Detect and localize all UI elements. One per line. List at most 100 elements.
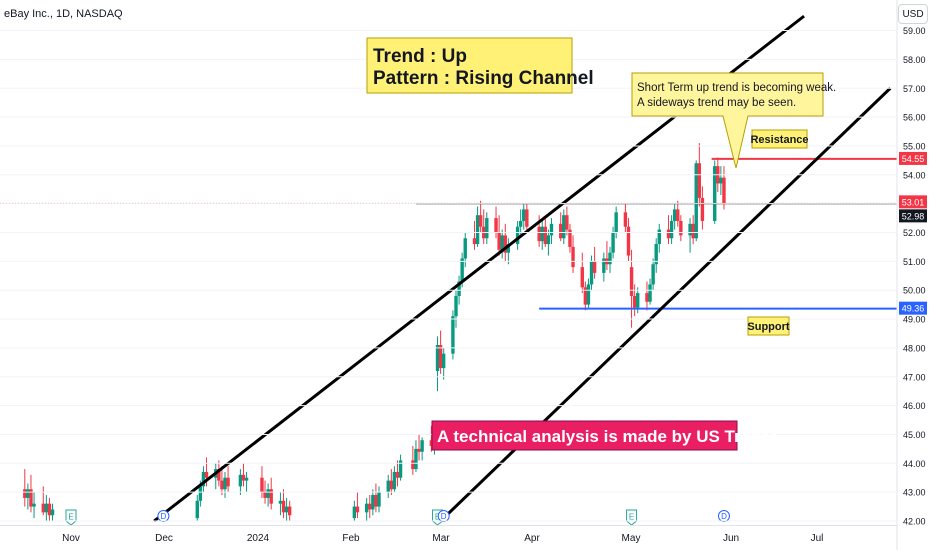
candle-body bbox=[26, 489, 30, 498]
candle-body bbox=[395, 471, 400, 478]
dividend-marker[interactable]: D bbox=[157, 510, 170, 522]
price-label-box bbox=[899, 209, 927, 223]
candle bbox=[386, 474, 390, 498]
candle bbox=[398, 454, 403, 481]
candle bbox=[497, 215, 501, 256]
candle-body bbox=[472, 238, 477, 245]
y-tick-label: 46.00 bbox=[903, 401, 926, 411]
candle-body bbox=[559, 223, 563, 239]
candle bbox=[525, 203, 529, 233]
candle-body bbox=[586, 284, 591, 305]
y-tick-label: 59.00 bbox=[903, 26, 926, 36]
y-tick-label: 44.00 bbox=[903, 459, 926, 469]
candle bbox=[411, 445, 415, 475]
candle-body bbox=[371, 495, 375, 510]
candle-body bbox=[411, 460, 415, 470]
candle bbox=[429, 425, 434, 452]
candle-body bbox=[657, 229, 661, 245]
candle-body bbox=[654, 244, 658, 265]
candle bbox=[546, 229, 551, 256]
candle-body bbox=[355, 506, 360, 513]
candle-body bbox=[500, 235, 504, 250]
candle bbox=[392, 466, 397, 493]
credit-banner: A technical analysis is made by US Trade… bbox=[431, 420, 780, 451]
candle-body bbox=[583, 287, 588, 305]
credit-banner-text: A technical analysis is made by US Trade… bbox=[437, 427, 780, 446]
candle-body bbox=[651, 264, 655, 285]
candle-body bbox=[374, 495, 378, 507]
credit-banner-box bbox=[431, 420, 738, 451]
candle-body bbox=[543, 226, 548, 245]
candle-body bbox=[679, 220, 683, 236]
candle-body bbox=[485, 218, 489, 239]
support-tag-text: Support bbox=[747, 321, 789, 333]
currency-button[interactable]: USD bbox=[898, 4, 928, 24]
earnings-marker-label: E bbox=[629, 513, 634, 522]
candle bbox=[395, 460, 400, 487]
resistance-tag-box bbox=[751, 129, 808, 149]
price-labels: 54.55 53.01 52.98 49.36 bbox=[899, 151, 927, 315]
candle-body bbox=[475, 215, 480, 245]
candle bbox=[420, 437, 424, 461]
candle bbox=[648, 278, 652, 305]
candle-body bbox=[691, 223, 695, 239]
callout-note: Short Term up trend is becoming weak. A … bbox=[631, 72, 836, 169]
time-scale[interactable]: Nov Dec 2024 Feb Mar Apr May Jun Jul bbox=[62, 533, 823, 544]
candle bbox=[438, 330, 443, 374]
x-tick-label: Feb bbox=[342, 533, 360, 544]
candle-body bbox=[623, 212, 628, 227]
candle bbox=[472, 220, 477, 250]
candle-body bbox=[608, 252, 612, 265]
earnings-marker[interactable]: E bbox=[626, 509, 638, 526]
candle-body bbox=[454, 295, 458, 317]
candle bbox=[441, 347, 446, 380]
candle bbox=[389, 469, 394, 496]
candle bbox=[29, 474, 33, 513]
resistance-tag-text: Resistance bbox=[750, 134, 808, 146]
trend-note-box bbox=[366, 37, 573, 94]
candle-body bbox=[44, 503, 49, 513]
candle bbox=[368, 495, 372, 519]
price-label-text: 54.55 bbox=[902, 154, 925, 164]
price-label-box bbox=[899, 301, 927, 315]
candle bbox=[503, 223, 507, 262]
candle-body bbox=[263, 492, 267, 498]
trend-note-line2: Pattern : Rising Channel bbox=[373, 68, 594, 89]
support-tag: Support bbox=[747, 316, 790, 336]
candle-body bbox=[463, 238, 467, 259]
candle bbox=[220, 466, 224, 496]
candle bbox=[217, 460, 221, 487]
candle-body bbox=[32, 503, 36, 507]
candle-body bbox=[260, 477, 264, 493]
candle bbox=[586, 278, 591, 308]
candle-body bbox=[23, 489, 27, 498]
candle-body bbox=[238, 474, 243, 487]
candle-body bbox=[377, 492, 381, 507]
candle-body bbox=[269, 489, 273, 504]
dividend-marker[interactable]: D bbox=[437, 510, 450, 522]
candle-body bbox=[398, 460, 403, 478]
y-tick-label: 50.00 bbox=[903, 286, 926, 296]
candle-body bbox=[47, 503, 52, 516]
candle bbox=[241, 463, 246, 487]
dividend-marker[interactable]: D bbox=[717, 510, 730, 522]
candle bbox=[592, 246, 597, 279]
candle-body bbox=[611, 232, 615, 253]
earnings-marker[interactable]: E bbox=[65, 509, 77, 526]
candle-body bbox=[549, 223, 554, 236]
price-label: 54.55 bbox=[899, 151, 927, 165]
candle bbox=[32, 492, 36, 519]
y-tick-label: 57.00 bbox=[903, 84, 926, 94]
candle-body bbox=[589, 261, 594, 285]
candle bbox=[23, 469, 27, 507]
candle bbox=[719, 166, 723, 195]
candle bbox=[284, 497, 289, 521]
price-label-text: 53.01 bbox=[902, 197, 925, 207]
candle bbox=[580, 252, 584, 294]
candle bbox=[608, 246, 612, 273]
price-label-text: 52.98 bbox=[902, 211, 925, 221]
candle-body bbox=[392, 471, 397, 490]
dividend-marker-label: D bbox=[161, 512, 167, 521]
callout-line2: A sideways trend may be seen. bbox=[637, 97, 796, 109]
